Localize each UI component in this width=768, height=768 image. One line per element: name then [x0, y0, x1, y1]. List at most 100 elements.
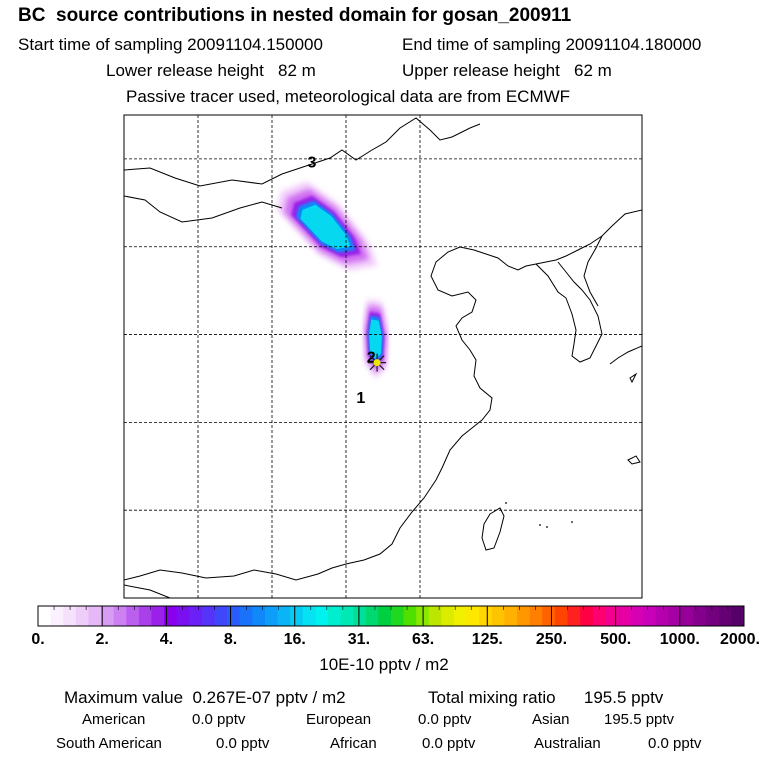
colorbar-swatch — [718, 606, 732, 626]
colorbar-swatch — [630, 606, 644, 626]
upper-release-height: Upper release height 62 m — [402, 61, 612, 80]
border-northwest — [124, 195, 283, 223]
japan-islands — [627, 372, 641, 465]
star-center — [373, 359, 381, 367]
island-dot — [539, 524, 541, 526]
colorbar-swatch — [126, 606, 140, 626]
european-label: European — [306, 711, 372, 728]
colorbar-swatch — [277, 606, 291, 626]
colorbar-tick-label: 4. — [160, 631, 173, 648]
maximum-value: Maximum value 0.267E-07 pptv / m2 — [64, 688, 346, 707]
receptor-site-star-icon — [368, 353, 387, 372]
colorbar-swatch — [592, 606, 606, 626]
colorbar-swatch — [491, 606, 505, 626]
colorbar-swatch — [315, 606, 329, 626]
colorbar-swatch — [617, 606, 631, 626]
total-mixing-ratio: Total mixing ratio 195.5 pptv — [428, 688, 664, 707]
colorbar-swatch — [302, 606, 316, 626]
colorbar-tick-label: 2. — [96, 631, 109, 648]
north-china-plume-level-4 — [300, 204, 351, 249]
colorbar-tick-label: 8. — [224, 631, 237, 648]
coastline-north-border — [124, 117, 481, 187]
source-marker-3: 3 — [308, 155, 317, 172]
colorbar-swatch — [189, 606, 203, 626]
american-label: American — [82, 711, 146, 728]
colorbar-swatch — [391, 606, 405, 626]
end-time-label: End time of sampling 20091104.180000 — [402, 35, 702, 54]
colorbar-swatch — [680, 606, 694, 626]
colorbar-swatch — [353, 606, 367, 626]
colorbar-swatch — [668, 606, 682, 626]
colorbar-swatch — [706, 606, 720, 626]
colorbar-swatch — [542, 606, 556, 626]
colorbar-swatch — [655, 606, 669, 626]
colorbar-swatch — [428, 606, 442, 626]
colorbar-tick-label: 31. — [348, 631, 370, 648]
taiwan — [481, 507, 505, 551]
korea-plume — [362, 299, 389, 379]
korea-plume-level-4 — [369, 319, 382, 359]
colorbar-tick-label: 16. — [284, 631, 306, 648]
colorbar-swatch — [466, 606, 480, 626]
colorbar: 0. 2. 4. 8. 16. 31. 63. 125. 250. 500. 1000. 2000. — [31, 605, 760, 648]
colorbar-swatch — [75, 606, 89, 626]
plume-layer — [276, 181, 389, 379]
colorbar-swatch — [479, 606, 493, 626]
colorbar-swatch — [643, 606, 657, 626]
colorbar-swatch — [101, 606, 115, 626]
colorbar-swatch — [693, 606, 707, 626]
colorbar-swatch — [517, 606, 531, 626]
colorbar-swatch — [340, 606, 354, 626]
start-time-label: Start time of sampling 20091104.150000 — [18, 35, 323, 54]
colorbar-swatch — [454, 606, 468, 626]
colorbar-tick-label: 0. — [31, 631, 44, 648]
colorbar-units: 10E-10 pptv / m2 — [319, 655, 448, 674]
colorbar-swatch — [50, 606, 64, 626]
colorbar-swatch — [365, 606, 379, 626]
colorbar-swatch — [264, 606, 278, 626]
colorbar-swatch — [214, 606, 228, 626]
african-value: 0.0 pptv — [422, 735, 476, 752]
coastline-china-korea — [124, 209, 642, 581]
small-islands — [505, 502, 573, 528]
colorbar-swatch — [164, 606, 178, 626]
chart-title: BC source contributions in nested domain… — [18, 5, 572, 26]
colorbar-swatch — [138, 606, 152, 626]
colorbar-swatch — [504, 606, 518, 626]
lat-lon-grid — [124, 115, 642, 598]
colorbar-tick-label: 500. — [600, 631, 631, 648]
colorbar-swatch — [403, 606, 417, 626]
lower-release-height: Lower release height 82 m — [106, 61, 316, 80]
colorbar-swatch — [290, 606, 304, 626]
colorbar-swatch — [378, 606, 392, 626]
colorbar-swatch — [554, 606, 568, 626]
hainan-region — [124, 584, 171, 598]
colorbar-swatch — [151, 606, 165, 626]
colorbar-tick-label: 1000. — [660, 631, 700, 648]
colorbar-tick-label: 250. — [536, 631, 567, 648]
european-value: 0.0 pptv — [418, 711, 472, 728]
colorbar-swatch — [239, 606, 253, 626]
map-frame — [123, 114, 643, 599]
korea-east-coast — [583, 235, 603, 307]
source-markers: 3 2 1 — [308, 155, 387, 407]
colorbar-swatch — [731, 606, 745, 626]
asian-label: Asian — [532, 711, 570, 728]
colorbar-swatch — [252, 606, 266, 626]
colorbar-swatch — [63, 606, 77, 626]
colorbar-swatch — [605, 606, 619, 626]
african-label: African — [330, 735, 377, 752]
colorbar-swatch — [38, 606, 52, 626]
colorbar-tick-label: 63. — [412, 631, 434, 648]
colorbar-swatch — [88, 606, 102, 626]
colorbar-swatch — [529, 606, 543, 626]
colorbar-tick-label: 125. — [472, 631, 503, 648]
north-china-plume — [276, 181, 378, 271]
south-american-value: 0.0 pptv — [216, 735, 270, 752]
colorbar-swatch — [201, 606, 215, 626]
colorbar-tick-label: 2000. — [720, 631, 760, 648]
source-marker-2: 2 — [367, 350, 376, 367]
australian-value: 0.0 pptv — [648, 735, 702, 752]
colorbar-swatch — [567, 606, 581, 626]
